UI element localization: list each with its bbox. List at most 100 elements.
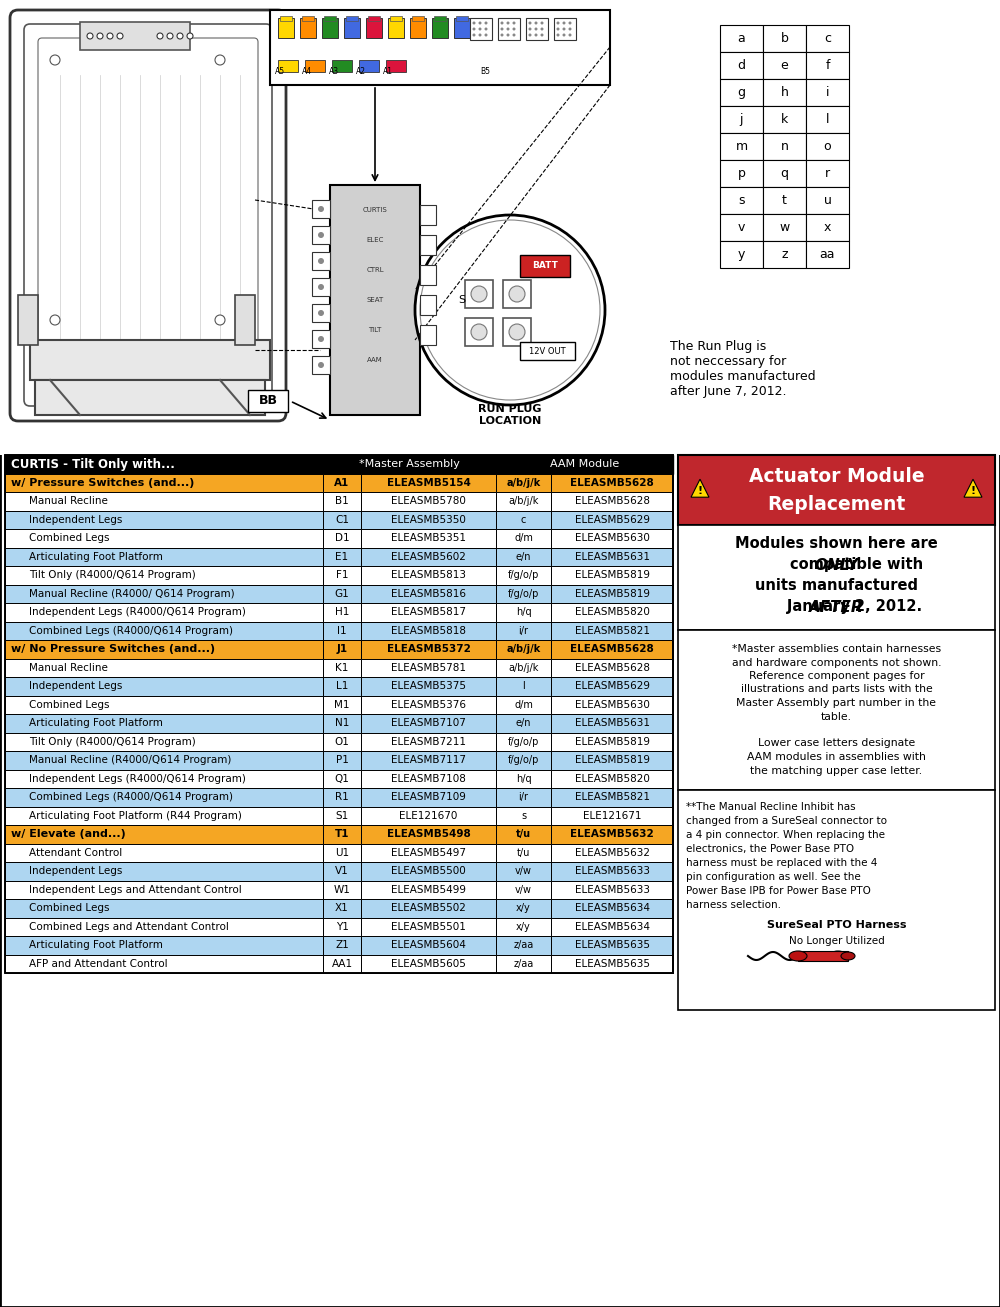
Bar (323, 622, 361, 640)
Bar (235, 295, 255, 345)
Text: Modules shown here are: Modules shown here are (735, 536, 938, 550)
Text: AA1: AA1 (331, 959, 353, 968)
Bar (496, 954, 551, 972)
Bar (763, 52, 806, 78)
Circle shape (318, 362, 324, 369)
Text: illustrations and parts lists with the: illustrations and parts lists with the (741, 685, 932, 694)
Bar (806, 214, 849, 240)
Text: A1: A1 (383, 68, 393, 77)
Bar (361, 918, 496, 936)
Polygon shape (691, 480, 709, 497)
Circle shape (507, 21, 510, 25)
Text: ELEASMB5498: ELEASMB5498 (387, 829, 470, 839)
Text: Z1: Z1 (335, 940, 349, 950)
Bar (330, 186, 420, 416)
Text: V1: V1 (335, 867, 349, 876)
Text: a/b/j/k: a/b/j/k (506, 644, 541, 655)
Bar (300, 18, 316, 38)
Circle shape (534, 21, 538, 25)
Text: ELEASMB5351: ELEASMB5351 (391, 533, 466, 544)
Text: i/r: i/r (518, 792, 528, 802)
Bar (496, 659, 551, 677)
Bar (323, 548, 361, 566)
Text: a/b/j/k: a/b/j/k (508, 497, 539, 506)
Bar (323, 659, 361, 677)
Bar (361, 806, 496, 825)
Circle shape (479, 27, 482, 30)
Bar (361, 603, 496, 622)
Text: *Master assemblies contain harnesses: *Master assemblies contain harnesses (732, 644, 941, 654)
Text: AFP and Attendant Control: AFP and Attendant Control (29, 959, 168, 968)
Bar (323, 584, 361, 603)
Bar (678, 525, 995, 630)
Text: **The Manual Recline Inhibit has: **The Manual Recline Inhibit has (686, 802, 856, 812)
Bar (5, 714, 323, 732)
Bar (5, 511, 323, 529)
Bar (361, 622, 496, 640)
Text: !: ! (970, 486, 976, 495)
Bar (763, 25, 806, 52)
Bar (412, 16, 424, 21)
Circle shape (556, 27, 560, 30)
Circle shape (318, 310, 324, 316)
Circle shape (318, 207, 324, 212)
Polygon shape (964, 480, 982, 497)
Text: Manual Recline: Manual Recline (29, 663, 108, 673)
Bar (323, 788, 361, 806)
Bar (5, 473, 323, 491)
Bar (551, 899, 673, 918)
Circle shape (534, 27, 538, 30)
Text: q: q (780, 167, 788, 180)
Bar (720, 133, 763, 159)
Bar (312, 305, 330, 322)
Bar (361, 936, 496, 954)
Bar (5, 640, 323, 659)
Bar (806, 52, 849, 78)
Text: Manual Recline: Manual Recline (29, 497, 108, 506)
Text: compatible with: compatible with (749, 558, 924, 572)
Text: k: k (781, 112, 788, 125)
Bar (361, 511, 496, 529)
Text: ELEASMB5632: ELEASMB5632 (570, 829, 654, 839)
Text: ELEASMB5633: ELEASMB5633 (574, 885, 650, 895)
Circle shape (318, 257, 324, 264)
Text: ONLY: ONLY (814, 558, 859, 572)
Bar (520, 255, 570, 277)
Text: AAM: AAM (367, 357, 383, 363)
Text: the matching upper case letter.: the matching upper case letter. (750, 766, 923, 775)
Bar (278, 60, 298, 72)
Text: ELEASMB5781: ELEASMB5781 (391, 663, 466, 673)
Circle shape (512, 27, 516, 30)
Bar (5, 566, 323, 584)
Bar (5, 584, 323, 603)
Text: *Master Assembly: *Master Assembly (359, 459, 460, 469)
Bar (551, 918, 673, 936)
Bar (551, 863, 673, 881)
Bar (763, 214, 806, 240)
Bar (361, 863, 496, 881)
Text: ELEASMB5628: ELEASMB5628 (574, 663, 650, 673)
Bar (361, 473, 496, 491)
Bar (344, 18, 360, 38)
Bar (420, 325, 436, 345)
Bar (496, 566, 551, 584)
Bar (720, 240, 763, 268)
Bar (312, 252, 330, 271)
Circle shape (501, 27, 504, 30)
Text: H1: H1 (335, 608, 349, 617)
Bar (30, 340, 270, 380)
Text: w/ Pressure Switches (and...): w/ Pressure Switches (and...) (11, 478, 194, 488)
Text: ELEASMB5630: ELEASMB5630 (575, 699, 649, 710)
Bar (454, 18, 470, 38)
Text: ELEASMB5375: ELEASMB5375 (391, 681, 466, 691)
Text: CTRL: CTRL (366, 267, 384, 273)
Bar (496, 752, 551, 770)
Bar (551, 954, 673, 972)
Bar (305, 60, 325, 72)
Text: f/g/o/p: f/g/o/p (508, 588, 539, 599)
Bar (5, 455, 673, 972)
Bar (551, 806, 673, 825)
Text: ELEASMB5499: ELEASMB5499 (391, 885, 466, 895)
Text: ELEASMB5819: ELEASMB5819 (574, 570, 650, 580)
Circle shape (415, 214, 605, 405)
